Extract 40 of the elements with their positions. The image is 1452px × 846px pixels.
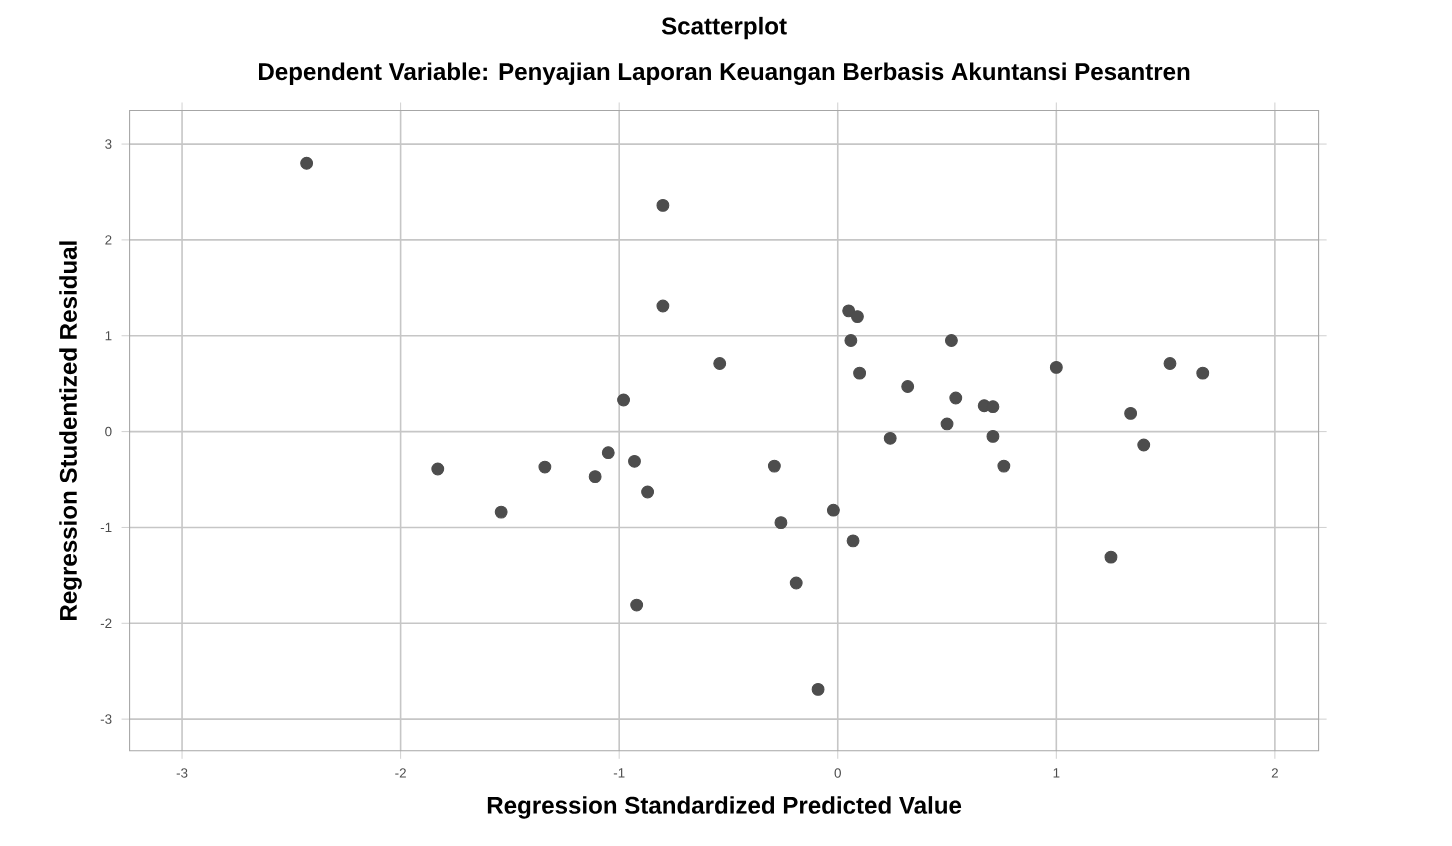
point	[774, 516, 788, 530]
point	[431, 462, 445, 476]
point	[1137, 438, 1151, 452]
point	[713, 357, 727, 370]
point	[1049, 360, 1063, 374]
point	[901, 380, 915, 393]
chart-subtitle: Dependent Variable: Penyajian Laporan Keuangan Berbasis Akuntansi Pesantren	[259, 62, 1190, 85]
point	[846, 534, 860, 548]
y-axis-title: Regression Studentized Residual	[59, 241, 82, 620]
point	[986, 429, 1000, 443]
point	[300, 156, 314, 170]
point	[997, 459, 1011, 473]
point	[617, 393, 630, 407]
point	[944, 334, 958, 347]
x-axis-title: Regression Standardized Predicted Value	[487, 796, 962, 819]
point	[630, 598, 644, 612]
point	[1124, 406, 1138, 420]
point	[811, 682, 825, 696]
point	[656, 198, 670, 212]
chart-title: Scatterplot	[661, 16, 787, 40]
point	[767, 459, 781, 473]
point	[538, 460, 552, 474]
point	[641, 485, 655, 499]
point	[789, 576, 803, 590]
point	[844, 334, 858, 347]
point	[1104, 550, 1118, 564]
point	[1196, 366, 1210, 380]
point	[986, 400, 1000, 414]
point	[494, 505, 508, 519]
point	[883, 431, 897, 445]
point	[850, 310, 864, 324]
point	[628, 454, 641, 468]
point	[940, 417, 954, 431]
point	[656, 299, 670, 313]
point	[1163, 357, 1177, 370]
point	[601, 446, 615, 460]
point	[588, 470, 602, 484]
point	[853, 366, 867, 380]
point	[949, 391, 963, 405]
point	[826, 503, 840, 517]
